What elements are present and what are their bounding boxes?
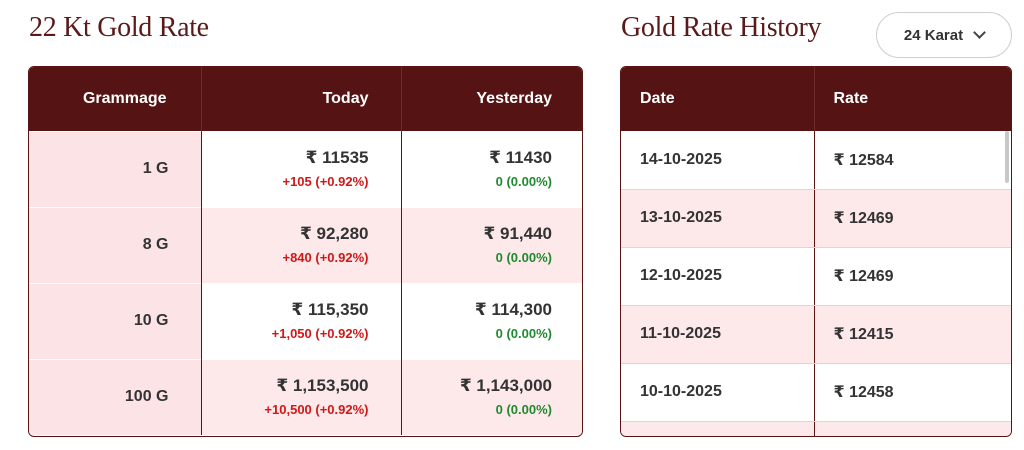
- date-cell: [621, 421, 814, 436]
- date-cell: 11-10-2025: [621, 305, 814, 364]
- date-cell: 14-10-2025: [621, 131, 814, 190]
- yesterday-price: ₹ 11430: [489, 148, 552, 167]
- table-row: 10 G ₹ 115,350 +1,050 (+0.92%) ₹ 114,300…: [29, 282, 582, 359]
- date-cell: 12-10-2025: [621, 247, 814, 306]
- rate-cell: ₹ 12458: [813, 363, 1011, 422]
- rates-header-row: Grammage Today Yesterday: [29, 67, 582, 131]
- table-row: 100 G ₹ 1,153,500 +10,500 (+0.92%) ₹ 1,1…: [29, 358, 582, 435]
- today-cell: ₹ 1,153,500 +10,500 (+0.92%): [200, 358, 401, 435]
- date-cell: 10-10-2025: [621, 363, 814, 422]
- header-grammage: Grammage: [29, 67, 201, 131]
- today-change: +105 (+0.92%): [282, 174, 369, 189]
- table-row: 11-10-2025 ₹ 12415: [621, 305, 1011, 364]
- table-row: 10-10-2025 ₹ 12458: [621, 363, 1011, 422]
- rate-cell: ₹ 12584: [813, 131, 1011, 190]
- date-cell: 13-10-2025: [621, 189, 814, 248]
- grammage-cell: 100 G: [29, 358, 201, 435]
- rate-cell: ₹ 12415: [813, 305, 1011, 364]
- chevron-down-icon: [973, 26, 986, 39]
- table-row: 13-10-2025 ₹ 12469: [621, 189, 1011, 248]
- today-change: +1,050 (+0.92%): [271, 326, 369, 341]
- history-title: Gold Rate History: [621, 12, 822, 43]
- grammage-cell: 10 G: [29, 282, 201, 359]
- today-price: ₹ 92,280: [299, 224, 369, 243]
- karat-select-value: 24 Karat: [903, 26, 964, 44]
- header-yesterday: Yesterday: [400, 67, 582, 131]
- today-price: ₹ 115,350: [291, 300, 369, 319]
- today-cell: ₹ 11535 +105 (+0.92%): [200, 130, 401, 207]
- yesterday-cell: ₹ 1,143,000 0 (0.00%): [400, 358, 582, 435]
- grammage-cell: 8 G: [29, 206, 201, 283]
- yesterday-change: 0 (0.00%): [495, 326, 552, 341]
- table-row: 8 G ₹ 92,280 +840 (+0.92%) ₹ 91,440 0 (0…: [29, 206, 582, 283]
- today-change: +10,500 (+0.92%): [264, 402, 369, 418]
- karat-select[interactable]: 24 Karat: [876, 12, 1012, 58]
- today-price: ₹ 11535: [305, 148, 369, 167]
- history-table: Date Rate 14-10-2025 ₹ 12584 13-10-2025 …: [621, 67, 1011, 436]
- yesterday-cell: ₹ 91,440 0 (0.00%): [400, 206, 582, 283]
- header-date: Date: [621, 67, 814, 131]
- scrollbar-thumb[interactable]: [1005, 131, 1009, 183]
- table-row: 14-10-2025 ₹ 12584: [621, 131, 1011, 190]
- rates-table-card: Grammage Today Yesterday 1 G ₹ 11535 +10…: [28, 66, 583, 437]
- yesterday-cell: ₹ 11430 0 (0.00%): [400, 130, 582, 207]
- yesterday-change: 0 (0.00%): [495, 402, 552, 418]
- yesterday-change: 0 (0.00%): [495, 174, 552, 189]
- history-table-card[interactable]: Date Rate 14-10-2025 ₹ 12584 13-10-2025 …: [620, 66, 1012, 437]
- yesterday-change: 0 (0.00%): [495, 250, 552, 265]
- today-change: +840 (+0.92%): [282, 250, 369, 265]
- rate-cell: [813, 421, 1011, 436]
- rates-title: 22 Kt Gold Rate: [29, 12, 209, 43]
- yesterday-price: ₹ 1,143,000: [459, 376, 552, 396]
- table-row: 1 G ₹ 11535 +105 (+0.92%) ₹ 11430 0 (0.0…: [29, 130, 582, 207]
- rate-cell: ₹ 12469: [813, 247, 1011, 306]
- header-today: Today: [200, 67, 401, 131]
- table-row: [621, 421, 1011, 436]
- table-row: 12-10-2025 ₹ 12469: [621, 247, 1011, 306]
- rate-cell: ₹ 12469: [813, 189, 1011, 248]
- yesterday-cell: ₹ 114,300 0 (0.00%): [400, 282, 582, 359]
- grammage-cell: 1 G: [29, 130, 201, 207]
- header-rate: Rate: [813, 67, 1011, 131]
- history-header-row: Date Rate: [621, 67, 1011, 131]
- today-cell: ₹ 115,350 +1,050 (+0.92%): [200, 282, 401, 359]
- today-price: ₹ 1,153,500: [276, 376, 369, 396]
- yesterday-price: ₹ 91,440: [483, 224, 552, 243]
- rates-table: Grammage Today Yesterday 1 G ₹ 11535 +10…: [29, 67, 582, 435]
- today-cell: ₹ 92,280 +840 (+0.92%): [200, 206, 401, 283]
- yesterday-price: ₹ 114,300: [474, 300, 552, 319]
